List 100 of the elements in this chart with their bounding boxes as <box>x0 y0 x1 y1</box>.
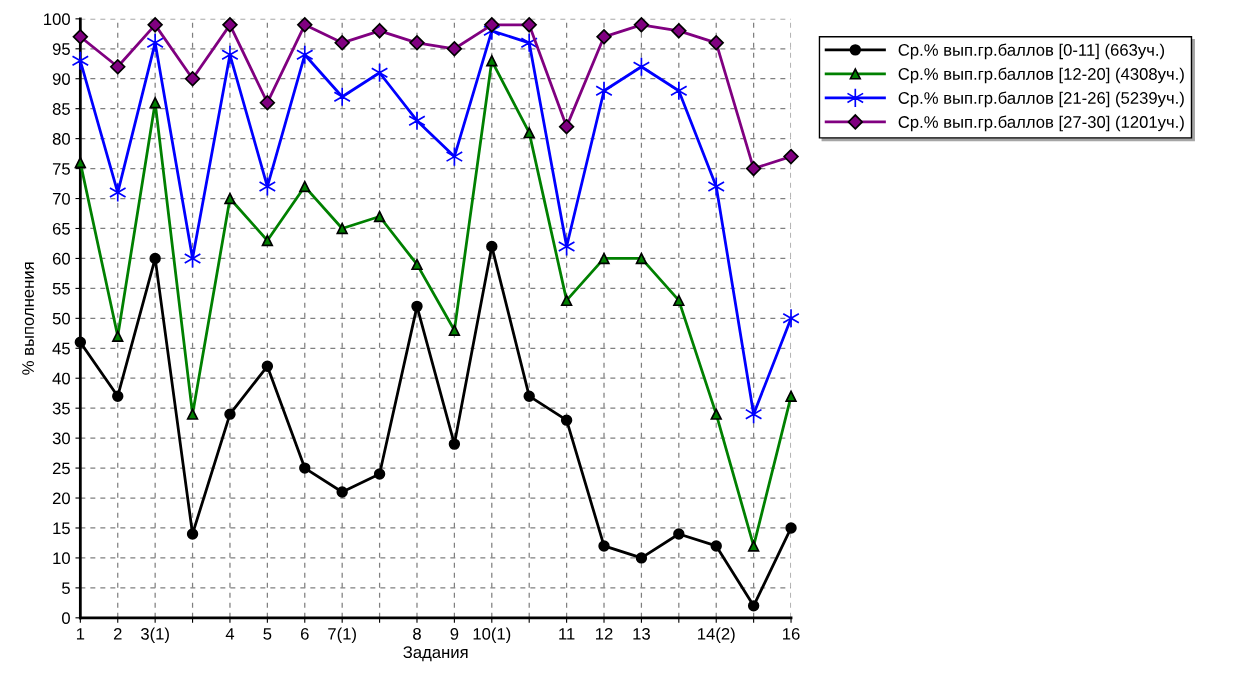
point <box>670 80 688 101</box>
point <box>186 408 199 420</box>
point <box>521 17 537 33</box>
point <box>782 308 800 329</box>
legend-label: Ср.% вып.гр.баллов [12-20] (4308уч.) <box>898 67 1184 84</box>
y-tick-label: 80 <box>52 133 70 145</box>
y-tick-label: 10 <box>53 552 70 565</box>
y-tick-label: 15 <box>53 522 70 535</box>
point <box>74 336 87 348</box>
point <box>747 540 760 552</box>
x-tick-label: 8 <box>413 627 421 640</box>
point <box>785 390 797 402</box>
point <box>72 29 89 45</box>
point <box>261 360 274 372</box>
point <box>259 94 276 111</box>
point <box>523 390 535 402</box>
point <box>411 300 423 313</box>
x-tick-label: 3(1) <box>140 627 169 644</box>
point <box>112 390 124 402</box>
point <box>633 17 650 33</box>
point <box>595 80 613 101</box>
point <box>448 324 461 337</box>
point <box>112 330 124 342</box>
point <box>745 160 762 177</box>
x-tick-label: 16 <box>783 627 800 640</box>
point <box>486 55 498 67</box>
y-tick-label: 30 <box>52 432 70 445</box>
point <box>74 156 87 169</box>
point <box>560 294 573 307</box>
x-tick-label: 10(1) <box>473 627 511 644</box>
point <box>486 240 498 253</box>
x-tick-label: 1 <box>76 628 85 640</box>
x-tick-label: 5 <box>263 628 272 640</box>
y-tick-label: 35 <box>52 402 70 415</box>
y-tick-label: 50 <box>52 312 70 325</box>
x-tick-label: 6 <box>300 627 309 640</box>
point <box>222 17 238 33</box>
point <box>221 44 239 65</box>
point <box>109 182 127 203</box>
y-tick-label: 55 <box>52 282 70 295</box>
point <box>708 35 724 51</box>
point <box>336 486 348 498</box>
point <box>635 552 648 564</box>
point <box>110 59 126 75</box>
x-tick-label: 7(1) <box>328 627 356 644</box>
point <box>224 192 236 205</box>
point <box>671 23 687 39</box>
x-tick-label: 13 <box>633 627 650 640</box>
point <box>297 17 313 33</box>
point <box>224 408 236 420</box>
y-tick-label: 20 <box>52 492 70 505</box>
point <box>673 294 685 307</box>
x-axis-title: Задания <box>403 646 468 662</box>
point <box>296 44 314 65</box>
point <box>336 222 348 235</box>
point <box>146 32 164 53</box>
point <box>596 29 612 45</box>
point <box>635 252 648 265</box>
point <box>598 540 610 552</box>
legend-label: Ср.% вып.гр.баллов [21-26] (5239уч.) <box>898 91 1184 108</box>
point <box>408 110 426 131</box>
y-tick-label: 25 <box>52 462 70 475</box>
point <box>149 252 161 265</box>
point <box>334 35 350 51</box>
point <box>484 17 500 33</box>
legend-label: Ср.% вып.гр.баллов [0-11] (663уч.) <box>898 43 1165 60</box>
x-tick-label: 14(2) <box>698 627 735 644</box>
x-tick-label: 4 <box>225 628 235 640</box>
y-tick-label: 100 <box>44 13 70 26</box>
point <box>409 35 425 51</box>
point <box>673 528 685 540</box>
point <box>186 528 199 540</box>
y-tick-label: 5 <box>62 582 70 595</box>
point <box>147 17 163 33</box>
y-tick-label: 45 <box>52 342 70 355</box>
y-tick-label: 90 <box>52 73 70 85</box>
point <box>783 148 799 165</box>
point <box>373 468 386 480</box>
point <box>523 126 535 139</box>
point <box>411 258 423 271</box>
point <box>558 118 575 135</box>
point <box>747 600 760 612</box>
x-tick-label: 12 <box>596 627 613 640</box>
point <box>785 522 797 534</box>
legend-label: Ср.% вып.гр.баллов [27-30] (1201уч.) <box>898 115 1184 132</box>
point <box>371 23 388 39</box>
point <box>598 252 610 265</box>
y-tick-label: 40 <box>52 372 70 385</box>
y-tick-label: 70 <box>52 192 70 205</box>
point <box>333 86 351 107</box>
y-tick-label: 65 <box>52 222 70 235</box>
y-tick-label: 75 <box>52 163 70 175</box>
x-tick-label: 9 <box>450 627 459 640</box>
x-tick-label: 11 <box>559 628 575 640</box>
point <box>448 438 461 450</box>
point <box>710 540 722 552</box>
point <box>560 414 573 426</box>
y-tick-label: 60 <box>52 252 70 265</box>
point <box>373 210 386 223</box>
point <box>299 462 311 474</box>
